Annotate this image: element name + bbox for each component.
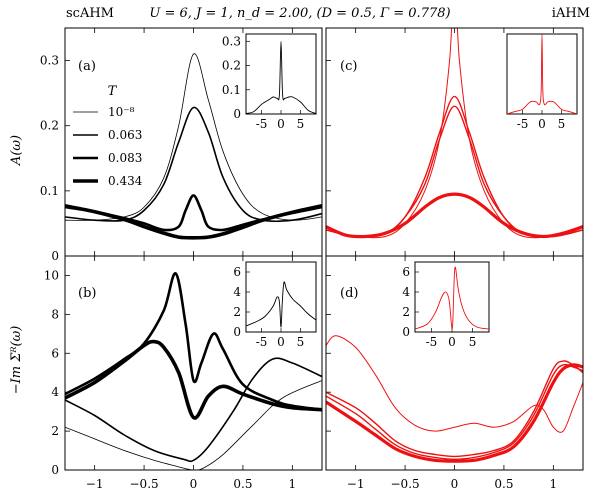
inset-xtick-label-b: 5 bbox=[297, 335, 305, 349]
series-line-d-3 bbox=[326, 363, 583, 460]
inset-xtick-label-a: -5 bbox=[256, 117, 268, 131]
ytick-label-b: 0 bbox=[51, 463, 59, 477]
panel-a: 00.10.20.3 (a)00.10.20.3-5 0 5 bbox=[40, 27, 323, 263]
series-line-b-1 bbox=[65, 380, 322, 470]
header-left: scAHM bbox=[66, 6, 114, 21]
inset-series-line-a bbox=[246, 40, 316, 114]
ytick-label-a: 0 bbox=[51, 249, 59, 263]
inset-xtick-label-d: -5 bbox=[426, 335, 438, 349]
panel-label-a: (a) bbox=[78, 59, 96, 74]
inset-xtick-label-a: 5 bbox=[297, 117, 305, 131]
legend-entry-3: 0.083 bbox=[108, 151, 142, 165]
series-line-a-4 bbox=[65, 204, 322, 240]
series-line-c-1 bbox=[326, 28, 583, 239]
inset-ytick-label-a: 0.3 bbox=[222, 34, 241, 48]
ytick-label-b: 10 bbox=[44, 268, 59, 282]
inset-frame-b bbox=[245, 261, 317, 333]
inset-xtick-label-d: 5 bbox=[469, 335, 477, 349]
inset-xtick-label-b: -5 bbox=[256, 335, 268, 349]
inset-a: 00.10.20.3-5 0 5 bbox=[222, 33, 317, 131]
ytick-label-b: 8 bbox=[51, 307, 59, 321]
legend-title: T bbox=[108, 84, 118, 99]
inset-xtick-label-b: 0 bbox=[277, 335, 285, 349]
inset-ytick-label-a: 0.2 bbox=[222, 59, 241, 73]
xtick-label-b: −1 bbox=[86, 477, 104, 491]
ytick-label-a: 0.1 bbox=[40, 184, 59, 198]
xtick-label-b: −0.5 bbox=[130, 477, 159, 491]
inset-xtick-label-c: 0 bbox=[538, 117, 546, 131]
inset-ytick-label-b: 2 bbox=[233, 305, 241, 319]
frame-d bbox=[325, 255, 584, 471]
header-center: U = 6, J = 1, n_d = 2.00, (D = 0.5, Γ = … bbox=[149, 6, 450, 21]
series-group-a bbox=[65, 53, 322, 240]
inset-ytick-label-d: 6 bbox=[402, 265, 410, 279]
series-group-d bbox=[326, 335, 583, 463]
panel-label-b: (b) bbox=[78, 286, 96, 301]
inset-ytick-label-b: 0 bbox=[233, 325, 241, 339]
xtick-label-d: 0 bbox=[451, 477, 459, 491]
xtick-label-d: −1 bbox=[347, 477, 365, 491]
xtick-label-d: −0.5 bbox=[391, 477, 420, 491]
series-line-b-2 bbox=[65, 357, 322, 463]
panel-label-d: (d) bbox=[340, 286, 358, 301]
inset-ytick-label-b: 4 bbox=[233, 285, 241, 299]
inset-ytick-label-d: 0 bbox=[402, 325, 410, 339]
inset-frame-d bbox=[414, 261, 490, 333]
series-line-c-4 bbox=[326, 192, 583, 239]
series-line-d-4 bbox=[326, 363, 583, 463]
legend-entry-2: 0.063 bbox=[108, 128, 142, 142]
inset-c: -5 0 5 bbox=[506, 33, 578, 131]
xtick-label-b: 1 bbox=[289, 477, 297, 491]
legend: T 10⁻⁸ 0.063 0.083 0.434 bbox=[73, 84, 143, 188]
ylabel-bottom: −Im Σᴿ(ω) bbox=[9, 326, 24, 395]
legend-entry-1: 10⁻⁸ bbox=[108, 105, 135, 119]
inset-series-line-c bbox=[507, 34, 577, 114]
inset-ytick-label-a: 0 bbox=[233, 107, 241, 121]
inset-ytick-label-d: 2 bbox=[402, 305, 410, 319]
inset-xtick-label-a: 0 bbox=[277, 117, 285, 131]
inset-xtick-label-c: 5 bbox=[558, 117, 566, 131]
series-group-c bbox=[326, 28, 583, 239]
inset-xtick-label-c: -5 bbox=[517, 117, 529, 131]
xtick-label-b: 0 bbox=[190, 477, 198, 491]
ytick-label-b: 2 bbox=[51, 424, 59, 438]
inset-series-line-b bbox=[246, 281, 316, 328]
ylabel-top: A(ω) bbox=[9, 135, 24, 166]
ytick-label-b: 4 bbox=[51, 385, 59, 399]
series-group-b bbox=[65, 272, 322, 470]
header-right: iAHM bbox=[552, 6, 590, 21]
xtick-label-d: 1 bbox=[550, 477, 558, 491]
ytick-label-a: 0.2 bbox=[40, 119, 59, 133]
series-line-b-4 bbox=[65, 339, 322, 420]
panel-c: (c) -5 0 5 bbox=[325, 27, 584, 257]
inset-ytick-label-a: 0.1 bbox=[222, 83, 241, 97]
inset-xtick-label-d: 0 bbox=[448, 335, 456, 349]
panel-label-c: (c) bbox=[340, 59, 357, 74]
series-line-d-1 bbox=[326, 335, 583, 433]
series-line-d-2 bbox=[326, 360, 583, 458]
legend-entry-4: 0.434 bbox=[108, 174, 143, 188]
ytick-label-a: 0.3 bbox=[40, 54, 59, 68]
xtick-label-b: 0.5 bbox=[233, 477, 252, 491]
frame-b bbox=[64, 255, 323, 471]
inset-series-line-d bbox=[415, 266, 489, 330]
inset-ytick-label-d: 4 bbox=[402, 285, 410, 299]
ytick-label-b: 6 bbox=[51, 346, 59, 360]
inset-ytick-label-b: 6 bbox=[233, 265, 241, 279]
xtick-label-d: 0.5 bbox=[494, 477, 513, 491]
